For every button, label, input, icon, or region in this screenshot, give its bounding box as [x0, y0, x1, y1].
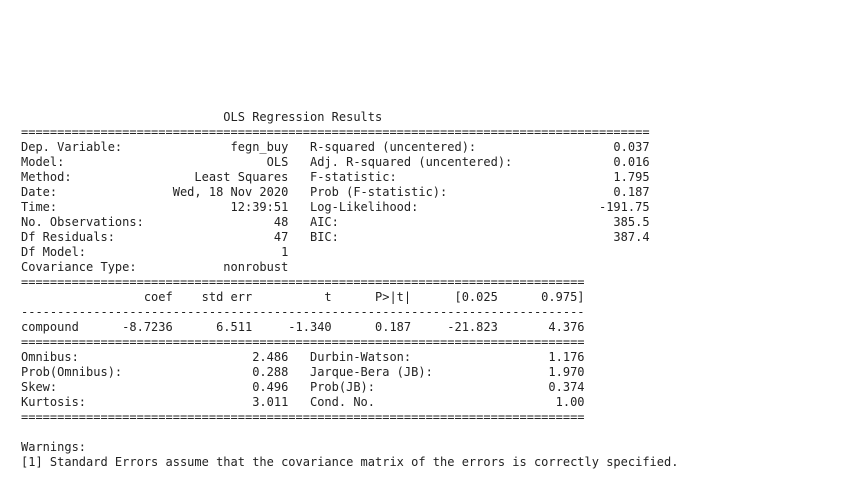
- summary-line: Method: Least Squares F-statistic: 1.795: [21, 170, 650, 184]
- diagnostic-line: Omnibus: 2.486 Durbin-Watson: 1.176: [21, 350, 585, 364]
- summary-line: Df Residuals: 47 BIC: 387.4: [21, 230, 650, 244]
- summary-line: Time: 12:39:51 Log-Likelihood: -191.75: [21, 200, 650, 214]
- diagnostic-line: Skew: 0.496 Prob(JB): 0.374: [21, 380, 585, 394]
- diagnostic-line: Prob(Omnibus): 0.288 Jarque-Bera (JB): 1…: [21, 365, 585, 379]
- blank-line: [21, 425, 678, 440]
- diagnostic-line: Kurtosis: 3.011 Cond. No. 1.00: [21, 395, 585, 409]
- separator-line: ========================================…: [21, 335, 585, 349]
- summary-line: Date: Wed, 18 Nov 2020 Prob (F-statistic…: [21, 185, 650, 199]
- title-line: OLS Regression Results: [21, 110, 585, 124]
- warning-text: [1] Standard Errors assume that the cova…: [21, 455, 679, 469]
- summary-line: Model: OLS Adj. R-squared (uncentered): …: [21, 155, 650, 169]
- separator-line: ========================================…: [21, 275, 585, 289]
- regression-output: OLS Regression Results =================…: [21, 110, 678, 470]
- dash-line: ----------------------------------------…: [21, 305, 585, 319]
- summary-line: No. Observations: 48 AIC: 385.5: [21, 215, 650, 229]
- separator-line: ========================================…: [21, 125, 650, 139]
- separator-line: ========================================…: [21, 410, 585, 424]
- summary-line: Dep. Variable: fegn_buy R-squared (uncen…: [21, 140, 650, 154]
- summary-line: Df Model: 1: [21, 245, 650, 259]
- summary-line: Covariance Type: nonrobust: [21, 260, 650, 274]
- coef-row-line: compound -8.7236 6.511 -1.340 0.187 -21.…: [21, 320, 585, 334]
- coef-header-line: coef std err t P>|t| [0.025 0.975]: [21, 290, 585, 304]
- warnings-heading: Warnings:: [21, 440, 87, 454]
